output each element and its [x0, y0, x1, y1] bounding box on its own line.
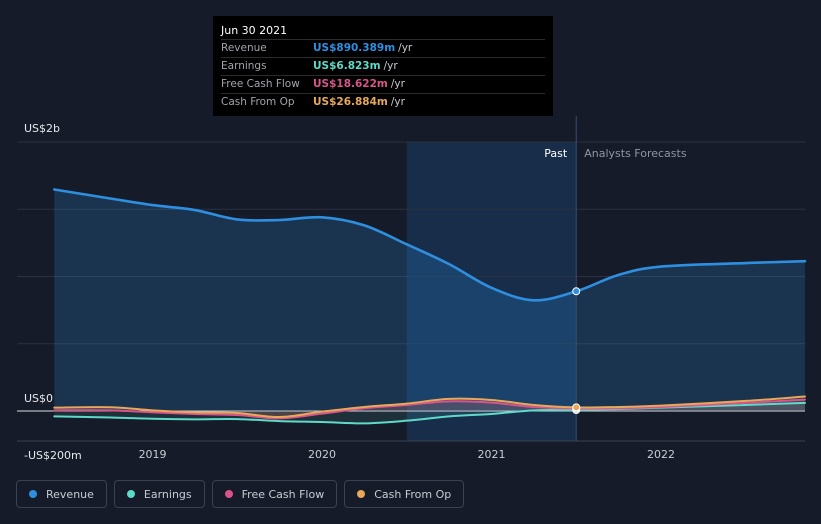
- tooltip-value: US$6.823m: [313, 60, 381, 72]
- tooltip-row-earnings: Earnings US$6.823m /yr: [221, 58, 545, 76]
- legend: Revenue Earnings Free Cash Flow Cash Fro…: [16, 480, 465, 508]
- tooltip-row-revenue: Revenue US$890.389m /yr: [221, 40, 545, 58]
- cash-from-op-area: [54, 396, 805, 418]
- legend-item-cash-from-op[interactable]: Cash From Op: [344, 480, 465, 508]
- legend-item-free-cash-flow[interactable]: Free Cash Flow: [211, 480, 338, 508]
- legend-label: Cash From Op: [374, 487, 452, 501]
- tooltip-row-cash-from-op: Cash From Op US$26.884m /yr: [221, 94, 545, 111]
- series-markers: [572, 287, 581, 415]
- x-tick-label: 2022: [647, 448, 675, 461]
- revenue-dot-icon: [29, 490, 37, 498]
- legend-label: Revenue: [46, 487, 94, 501]
- tooltip-label: Earnings: [221, 60, 267, 72]
- tooltip-value: US$26.884m: [313, 96, 388, 108]
- revenue-line: [52, 188, 807, 302]
- tooltip-label: Free Cash Flow: [221, 78, 300, 90]
- y-axis-ticks: US$2b US$0 -US$200m: [24, 122, 82, 462]
- tooltip: Jun 30 2021 Revenue US$890.389m /yr Earn…: [213, 16, 553, 116]
- x-tick-label: 2020: [308, 448, 336, 461]
- legend-item-earnings[interactable]: Earnings: [113, 480, 205, 508]
- gridlines: [17, 141, 805, 442]
- forecast-label: Analysts Forecasts: [584, 147, 687, 160]
- tooltip-date: Jun 30 2021: [221, 22, 545, 40]
- revenue-marker: [572, 287, 581, 296]
- free-cash-flow-line: [53, 398, 806, 420]
- earnings-dot-icon: [126, 490, 135, 498]
- tooltip-unit: /yr: [383, 60, 398, 72]
- tooltip-unit: /yr: [390, 96, 405, 108]
- legend-label: Earnings: [143, 487, 192, 501]
- cash-from-op-dot-icon: [357, 490, 366, 498]
- revenue-area: [54, 189, 805, 411]
- cash-from-op-line: [53, 395, 806, 419]
- legend-item-revenue[interactable]: Revenue: [16, 480, 107, 508]
- x-tick-label: 2019: [139, 448, 167, 461]
- tooltip-value: US$18.622m: [313, 78, 388, 90]
- tooltip-value: US$890.389m: [313, 42, 396, 54]
- cash-from-op-marker: [572, 403, 581, 412]
- y-tick-label: -US$200m: [24, 449, 82, 462]
- tooltip-unit: /yr: [398, 42, 413, 54]
- tooltip-label: Cash From Op: [221, 96, 295, 108]
- legend-label: Free Cash Flow: [241, 487, 325, 501]
- x-tick-label: 2021: [477, 448, 505, 461]
- free-cash-flow-dot-icon: [224, 490, 233, 498]
- past-label: Past: [544, 147, 568, 160]
- tooltip-label: Revenue: [221, 42, 267, 54]
- series-lines: [52, 188, 807, 425]
- tooltip-row-free-cash-flow: Free Cash Flow US$18.622m /yr: [221, 76, 545, 94]
- y-tick-label: US$0: [24, 392, 53, 405]
- y-tick-label: US$2b: [24, 122, 60, 135]
- x-axis-ticks: 2019 2020 2021 2022: [139, 448, 675, 461]
- highlight-band: [406, 142, 577, 441]
- tooltip-unit: /yr: [390, 78, 405, 90]
